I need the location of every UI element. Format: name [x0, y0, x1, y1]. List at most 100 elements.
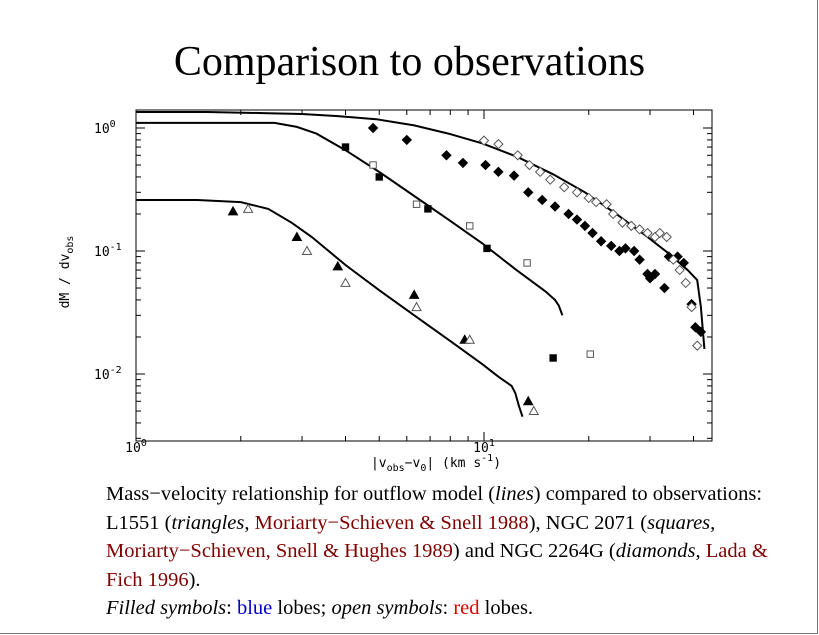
diamond-point	[642, 227, 653, 239]
caption-text: :	[226, 597, 237, 620]
model-lines	[136, 111, 706, 418]
data-points	[227, 122, 707, 416]
diamond-point	[678, 257, 689, 269]
caption-blue-word: blue	[236, 597, 273, 620]
citation-link[interactable]: Moriarty−Schieven, Snell & Hughes 1989	[106, 540, 453, 563]
diamond-point	[634, 254, 645, 265]
model-line	[136, 111, 706, 349]
diamond-point	[545, 174, 556, 185]
caption-text: ).	[188, 568, 201, 591]
square-point	[466, 222, 474, 230]
caption: Mass−velocity relationship for outflow m…	[106, 480, 806, 623]
diamond-point	[441, 150, 452, 161]
square-point	[523, 259, 531, 267]
triangle-point	[411, 301, 422, 312]
diamond-point	[493, 166, 504, 178]
diamond-point	[692, 340, 703, 351]
citation-link[interactable]: Lada & Fich 1996	[106, 540, 768, 591]
diamond-point	[587, 227, 598, 239]
diamond-point	[590, 196, 602, 208]
caption-text: lobes.	[479, 597, 534, 620]
caption-italic-diamonds: diamonds	[615, 540, 696, 563]
slide-title: Comparison to observations	[173, 39, 646, 85]
caption-text: ) compared to observations: L1551 (	[106, 483, 763, 534]
diamond-point	[401, 134, 413, 146]
diamond-point	[493, 138, 504, 150]
triangle-point	[242, 203, 254, 213]
diamond-point	[508, 170, 520, 181]
diamond-point	[583, 192, 594, 204]
triangle-point	[340, 277, 351, 287]
diamond-point	[620, 243, 631, 254]
diamond-point	[674, 264, 685, 276]
square-point	[369, 161, 377, 169]
y-tick-label: 10-1	[94, 242, 122, 260]
diamond-point	[571, 187, 583, 198]
diamond-point	[549, 201, 561, 212]
x-tick-label: 101	[473, 438, 495, 456]
diamond-point	[457, 157, 469, 169]
diamond-point	[571, 214, 583, 225]
diamond-point	[534, 166, 546, 178]
caption-italic-filled: Filled symbols	[106, 597, 227, 620]
x-tick-label: 100	[125, 438, 147, 456]
y-axis-label: dM / dvobs	[58, 236, 76, 309]
square-point	[586, 350, 594, 358]
triangle-point	[227, 205, 239, 216]
triangle-point	[291, 231, 303, 241]
diamond-point	[626, 220, 637, 232]
diamond-point	[605, 240, 617, 252]
diamond-point	[480, 159, 491, 171]
plot-frame	[135, 109, 713, 442]
triangle-point	[528, 405, 540, 416]
diamond-point	[686, 301, 697, 313]
diamond-point	[617, 217, 628, 228]
square-point	[483, 244, 491, 253]
triangle-point	[332, 260, 344, 271]
diamond-point	[524, 159, 535, 171]
diamond-point	[654, 227, 665, 239]
diamond-point	[478, 135, 490, 146]
caption-italic-lines: lines	[495, 483, 534, 505]
diamond-point	[628, 245, 640, 257]
citation-link[interactable]: Moriarty−Schieven & Snell 1988	[254, 511, 529, 534]
triangle-point	[464, 334, 476, 344]
diamond-point	[595, 236, 607, 247]
diamond-point	[668, 254, 679, 265]
chart: 100 101 100 10-1 10-2 |vobs−v0| (km s-1) dM…	[58, 109, 713, 474]
square-point	[549, 354, 557, 362]
x-tick-labels: 100 101	[125, 438, 495, 456]
diamond-point	[367, 122, 379, 134]
model-line	[136, 121, 564, 316]
caption-text: ) and NGC 2264G (	[452, 540, 616, 563]
caption-text: ,	[244, 511, 255, 534]
caption-text: ), NGC 2071 (	[528, 511, 648, 534]
square-point	[424, 205, 432, 213]
y-tick-label: 10-2	[94, 365, 122, 383]
caption-italic-open: open symbols	[331, 597, 443, 620]
diamond-point	[649, 268, 661, 280]
diamond-point	[558, 182, 570, 193]
square-point	[375, 173, 383, 181]
caption-text: Mass−velocity relationship for outflow m…	[106, 483, 496, 505]
caption-italic-squares: squares	[647, 511, 711, 534]
y-tick-label: 100	[94, 119, 116, 137]
caption-text: :	[442, 597, 454, 620]
diamond-point	[579, 220, 591, 232]
axis-ticks	[135, 110, 712, 441]
diamond-point	[695, 326, 707, 338]
caption-text: ,	[695, 540, 706, 563]
caption-text: lobes;	[272, 597, 332, 620]
caption-italic-triangles: triangles	[171, 511, 245, 534]
caption-text: ,	[710, 511, 716, 534]
diamond-point	[680, 277, 691, 289]
y-tick-labels: 100 10-1 10-2	[94, 119, 122, 383]
diamond-point	[607, 208, 619, 220]
model-line	[136, 199, 524, 418]
diamond-point	[601, 199, 612, 210]
diamond-point	[512, 150, 523, 161]
square-point	[341, 143, 350, 151]
diamond-point	[690, 322, 701, 333]
triangle-point	[301, 245, 313, 255]
